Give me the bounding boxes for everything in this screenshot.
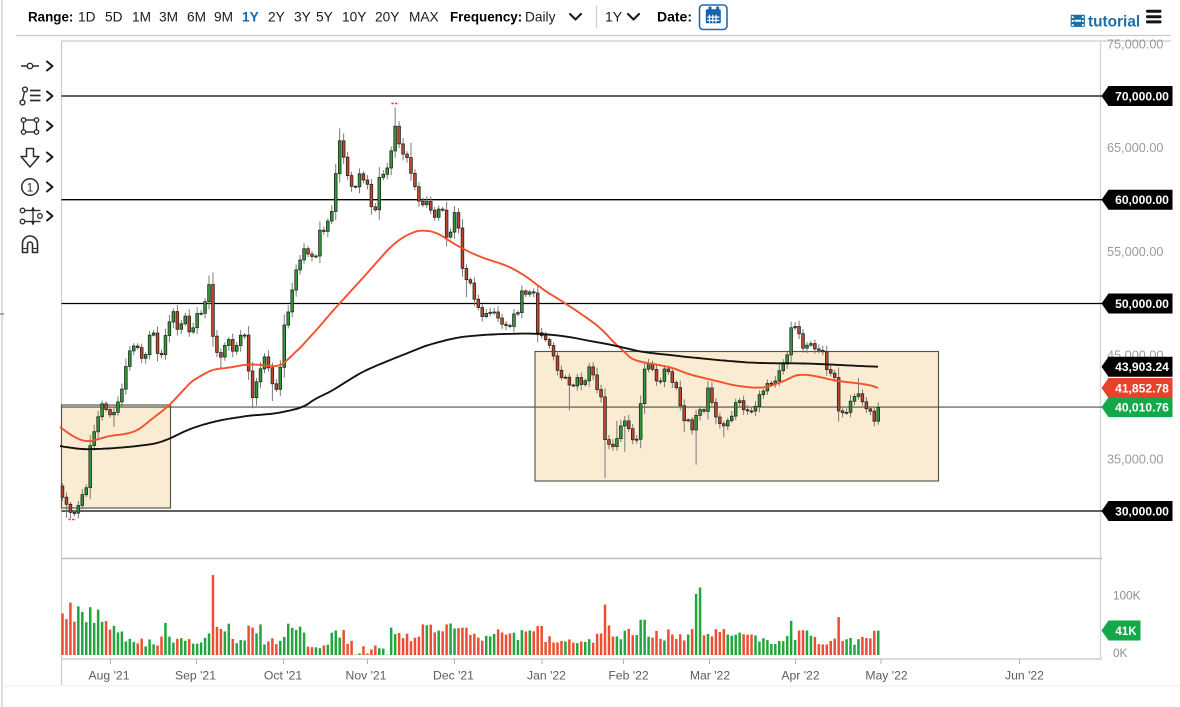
- svg-text:3Y: 3Y: [294, 10, 311, 25]
- svg-text:6M: 6M: [187, 10, 206, 25]
- svg-text:1Y: 1Y: [605, 9, 623, 25]
- svg-text:0K: 0K: [1113, 646, 1128, 660]
- svg-text:10Y: 10Y: [342, 10, 366, 25]
- svg-text:40,010.76: 40,010.76: [1115, 401, 1169, 415]
- svg-text:65,000.00: 65,000.00: [1107, 141, 1163, 155]
- svg-text:55,000.00: 55,000.00: [1107, 245, 1163, 259]
- svg-text:41K: 41K: [1115, 625, 1137, 638]
- svg-text:2Y: 2Y: [268, 10, 285, 25]
- svg-text:Jan '22: Jan '22: [527, 669, 566, 683]
- svg-text:Apr '22: Apr '22: [781, 669, 819, 683]
- svg-text:5Y: 5Y: [316, 10, 333, 25]
- svg-text:Sep '21: Sep '21: [175, 669, 216, 683]
- svg-text:Frequency:: Frequency:: [450, 10, 522, 25]
- svg-text:100K: 100K: [1113, 589, 1141, 603]
- svg-text:Dec '21: Dec '21: [433, 669, 474, 683]
- svg-text:May '22: May '22: [865, 669, 908, 683]
- svg-text:Oct '21: Oct '21: [264, 669, 302, 683]
- svg-text:43,903.24: 43,903.24: [1115, 360, 1169, 374]
- svg-text:20Y: 20Y: [375, 10, 399, 25]
- svg-text:75,000.00: 75,000.00: [1107, 37, 1163, 51]
- svg-text:Nov '21: Nov '21: [346, 669, 387, 683]
- svg-text:Jun '22: Jun '22: [1005, 669, 1044, 683]
- svg-text:70,000.00: 70,000.00: [1115, 89, 1169, 103]
- svg-text:1: 1: [27, 182, 33, 194]
- svg-text:60,000.00: 60,000.00: [1115, 193, 1169, 207]
- svg-text:tutorial: tutorial: [1088, 13, 1140, 30]
- svg-text:50,000.00: 50,000.00: [1115, 297, 1169, 311]
- svg-text:MAX: MAX: [409, 10, 439, 25]
- svg-text:30,000.00: 30,000.00: [1115, 504, 1169, 518]
- svg-text:1D: 1D: [78, 10, 96, 25]
- svg-text:1Y: 1Y: [242, 10, 259, 25]
- svg-text:Aug '21: Aug '21: [89, 669, 130, 683]
- svg-text:1M: 1M: [132, 10, 151, 25]
- svg-text:Feb '22: Feb '22: [608, 669, 648, 683]
- svg-text:9M: 9M: [214, 10, 233, 25]
- svg-text:35,000.00: 35,000.00: [1107, 452, 1163, 466]
- svg-text:3M: 3M: [159, 10, 178, 25]
- svg-text:41,852.78: 41,852.78: [1115, 381, 1169, 395]
- svg-text:Date:: Date:: [657, 9, 692, 25]
- svg-text:Range:: Range:: [28, 10, 73, 25]
- svg-text:Daily: Daily: [525, 10, 556, 25]
- svg-text:5D: 5D: [105, 10, 123, 25]
- svg-text:Mar '22: Mar '22: [690, 669, 730, 683]
